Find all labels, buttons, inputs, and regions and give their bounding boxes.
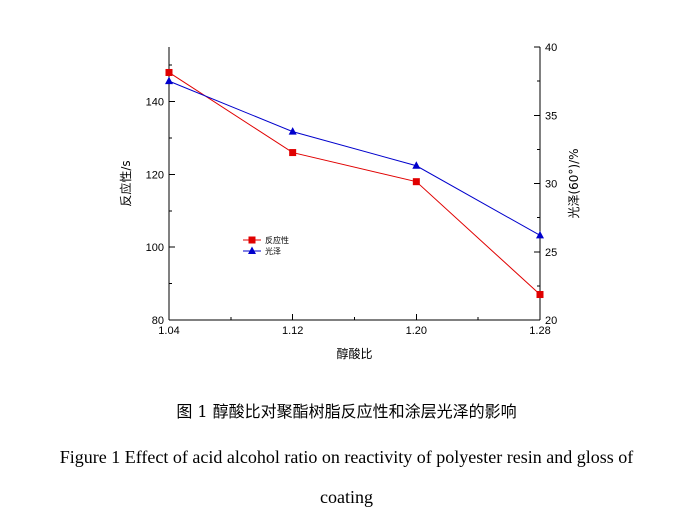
data-point-series-1: [536, 291, 544, 299]
data-point-series-2: [165, 76, 173, 85]
series-line-1: [168, 72, 541, 295]
data-point-series-2: [412, 161, 421, 169]
chart-series-layer: [165, 68, 544, 299]
right-y-tick-label: 25: [545, 247, 557, 259]
x-tick-label: 1.04: [158, 325, 179, 337]
chart-axes: 1.04 1.12 1.20 1.28 80 100 120 140 20 25 30 35 40 醇酸比…: [118, 42, 581, 361]
data-point-series-2: [288, 127, 297, 135]
left-y-axis-title: 反应性/s: [118, 160, 133, 206]
data-point-series-1: [289, 149, 297, 157]
legend-label-1: 反应性: [265, 235, 289, 245]
left-y-tick-label: 140: [146, 97, 164, 109]
legend-label-2: 光泽: [265, 246, 281, 256]
left-y-tick-label: 100: [146, 242, 164, 254]
right-y-axis-title: 光泽(60°)/%: [567, 148, 581, 218]
dual-axis-line-chart: 1.04 1.12 1.20 1.28 80 100 120 140 20 25 30 35 40 醇酸比…: [118, 42, 581, 361]
right-y-tick-label: 40: [545, 42, 557, 54]
right-y-tick-label: 20: [545, 315, 557, 327]
right-y-tick-label: 35: [545, 110, 557, 122]
series-line-2: [168, 80, 541, 236]
right-y-tick-label: 30: [545, 179, 557, 191]
data-point-series-1: [412, 178, 420, 186]
legend-marker-1: [248, 236, 256, 244]
left-y-tick-label: 120: [146, 169, 164, 181]
x-axis-title: 醇酸比: [336, 346, 372, 361]
figure-caption-chinese: 图 1 醇酸比对聚酯树脂反应性和涂层光泽的影响: [176, 402, 517, 421]
data-point-series-1: [165, 68, 173, 76]
legend-marker-2: [248, 246, 256, 254]
data-point-series-2: [536, 230, 544, 239]
x-tick-label: 1.20: [406, 325, 427, 337]
x-tick-label: 1.12: [282, 325, 303, 337]
left-y-tick-label: 80: [152, 315, 164, 327]
x-tick-label: 1.28: [529, 325, 550, 337]
figure-caption-english: Figure 1 Effect of acid alcohol ratio on…: [59, 447, 634, 507]
